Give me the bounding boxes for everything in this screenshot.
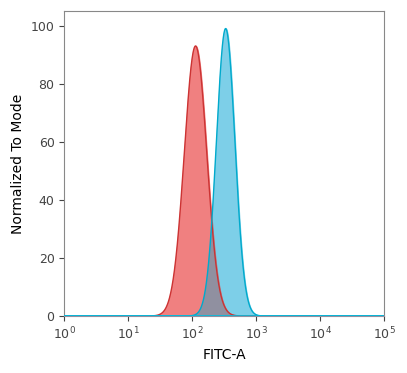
Y-axis label: Normalized To Mode: Normalized To Mode (11, 93, 25, 234)
X-axis label: FITC-A: FITC-A (203, 348, 246, 362)
